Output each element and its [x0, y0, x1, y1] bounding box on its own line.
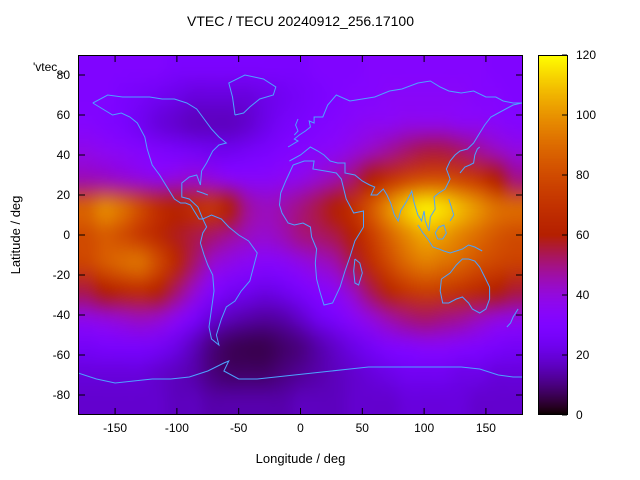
x-tick-label: -100 — [164, 421, 189, 435]
y-tick-label: 60 — [56, 108, 70, 122]
colorbar-tick-label: 0 — [576, 408, 583, 422]
y-axis-label: Latitude / deg — [8, 195, 23, 275]
colorbar-tick-label: 100 — [576, 108, 597, 122]
vtec-heatmap-canvas — [78, 55, 523, 415]
x-tick-label: 100 — [414, 421, 435, 435]
y-tick-label: -20 — [52, 268, 70, 282]
colorbar-tick-label: 60 — [576, 228, 590, 242]
key-label: 'vtec_ — [33, 60, 64, 74]
colorbar-tick-label: 20 — [576, 348, 590, 362]
colorbar — [538, 55, 568, 415]
y-tick-label: 0 — [63, 228, 70, 242]
x-tick-label: -150 — [103, 421, 128, 435]
colorbar-tick-label: 120 — [576, 48, 597, 62]
x-tick-label: 150 — [475, 421, 496, 435]
colorbar-tick-label: 80 — [576, 168, 590, 182]
x-tick-label: 50 — [355, 421, 369, 435]
y-tick-label: -80 — [52, 388, 70, 402]
colorbar-tick-label: 40 — [576, 288, 590, 302]
y-tick-label: -60 — [52, 348, 70, 362]
y-tick-label: 80 — [56, 68, 70, 82]
chart-title: VTEC / TECU 20240912_256.17100 — [186, 13, 414, 29]
y-tick-label: 40 — [56, 148, 70, 162]
x-tick-label: -50 — [230, 421, 248, 435]
y-tick-label: -40 — [52, 308, 70, 322]
y-tick-label: 20 — [56, 188, 70, 202]
x-axis-label: Longitude / deg — [255, 451, 346, 466]
x-tick-label: 0 — [297, 421, 304, 435]
